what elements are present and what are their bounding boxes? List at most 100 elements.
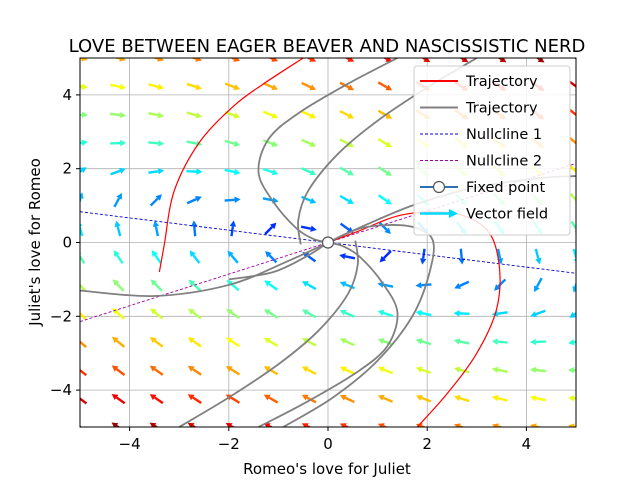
vector-arrow-shaft — [344, 368, 355, 375]
vector-arrow-shaft — [80, 311, 87, 320]
vector-arrow-head — [187, 337, 195, 344]
vector-arrow-head — [188, 308, 195, 315]
vector-arrow-head — [347, 58, 355, 62]
vector-arrow-shaft — [230, 311, 240, 320]
vector-arrow-head — [415, 394, 423, 401]
vector-arrow-shaft — [344, 396, 355, 404]
vector-arrow-head — [119, 83, 126, 90]
vector-arrow-head — [530, 395, 537, 402]
vector-arrow-shaft — [497, 311, 508, 315]
vector-arrow-shaft — [421, 311, 432, 317]
vector-arrow-head — [271, 112, 279, 119]
vector-arrow-shaft — [115, 396, 126, 405]
vector-arrow-shaft — [262, 167, 274, 174]
vector-arrow-shaft — [306, 368, 317, 376]
vector-arrow-head — [195, 83, 203, 91]
vector-arrow-head — [271, 58, 279, 62]
vector-arrow-head — [191, 220, 198, 227]
vector-arrow-head — [309, 112, 317, 119]
y-axis-label: Juliet's love for Romeo — [26, 158, 44, 327]
legend-label: Fixed point — [466, 180, 545, 196]
vector-arrow-shaft — [110, 112, 121, 117]
vector-arrow-head — [537, 58, 545, 63]
vector-arrow-shaft — [113, 197, 121, 208]
vector-arrow-head — [568, 366, 575, 374]
vector-arrow-head — [188, 279, 196, 287]
vector-arrow-shaft — [382, 368, 394, 375]
vector-arrow-shaft — [153, 368, 164, 376]
vector-arrow-head — [568, 395, 575, 402]
trajectory-line — [327, 211, 501, 427]
vector-arrow-head — [227, 250, 234, 258]
vector-arrow-shaft — [186, 198, 197, 205]
vector-arrow-head — [80, 192, 84, 199]
vector-arrow-shaft — [262, 82, 274, 89]
vector-arrow-shaft — [339, 194, 350, 202]
vector-arrow-head — [187, 422, 195, 427]
vector-arrow-shaft — [301, 195, 312, 202]
vector-arrow-head — [233, 168, 241, 176]
vector-arrow-shaft — [116, 254, 124, 264]
vector-arrow-shaft — [344, 283, 355, 290]
vector-arrow-head — [187, 394, 195, 401]
vector-arrow-head — [149, 394, 157, 401]
vector-arrow-shaft — [339, 109, 350, 117]
x-tick-label: 0 — [323, 435, 333, 453]
vector-arrow-head — [263, 394, 271, 401]
vector-arrow-shaft — [148, 141, 159, 145]
vector-arrow-head — [415, 366, 423, 373]
vector-arrow-head — [233, 84, 241, 91]
vector-arrow-head — [377, 394, 385, 401]
vector-arrow-shaft — [148, 83, 159, 89]
vector-arrow-head — [229, 220, 237, 227]
vector-arrow-shaft — [301, 81, 312, 89]
y-tick-label: 4 — [62, 86, 72, 104]
vector-arrow-head — [116, 192, 122, 200]
vector-arrow-shaft — [535, 397, 546, 402]
x-axis-label: Romeo's love for Juliet — [243, 460, 411, 478]
vector-arrow-shaft — [268, 396, 279, 404]
vector-arrow-shaft — [535, 309, 546, 316]
vector-arrow-shaft — [148, 170, 159, 174]
vector-arrow-shaft — [224, 139, 235, 145]
vector-arrow-head — [157, 58, 164, 62]
vector-arrow-head — [301, 423, 309, 427]
vector-arrow-head — [301, 281, 309, 287]
vector-arrow-shaft — [148, 112, 159, 117]
vector-arrow-head — [301, 338, 309, 344]
vector-arrow-head — [119, 111, 127, 119]
vector-arrow-head — [453, 310, 460, 317]
vector-arrow-shaft — [154, 311, 164, 320]
vector-arrow-shaft — [382, 311, 394, 318]
vector-arrow-shaft — [262, 110, 274, 117]
vector-arrow-head — [80, 167, 87, 174]
vector-arrow-shaft — [115, 311, 125, 320]
vector-arrow-shaft — [80, 340, 87, 348]
vector-arrow-shaft — [339, 166, 350, 174]
vector-arrow-head — [310, 225, 317, 232]
x-tick-label: 4 — [522, 435, 532, 453]
vector-arrow-shaft — [224, 168, 235, 174]
vector-arrow-shaft — [230, 396, 241, 404]
vector-arrow-head — [385, 84, 393, 91]
vector-arrow-shaft — [569, 137, 576, 145]
vector-arrow-head — [347, 141, 355, 147]
vector-arrow-head — [529, 366, 537, 374]
nullcline-line — [80, 211, 576, 274]
vector-arrow-head — [113, 250, 120, 257]
vector-arrow-shaft — [497, 396, 508, 402]
trajectory-line — [258, 241, 399, 427]
vector-arrow-shaft — [344, 339, 355, 347]
vector-arrow-head — [309, 141, 317, 147]
vector-arrow-shaft — [153, 396, 164, 405]
vector-arrow-shaft — [192, 339, 202, 348]
vector-arrow-shaft — [421, 248, 426, 259]
vector-arrow-head — [530, 311, 538, 318]
vector-arrow-head — [189, 250, 196, 258]
vector-arrow-shaft — [110, 83, 121, 88]
vector-arrow-head — [385, 169, 392, 176]
vector-arrow-head — [150, 308, 157, 315]
vector-arrow-shaft — [306, 339, 317, 347]
vector-arrow-head — [81, 83, 88, 90]
vector-arrow-head — [492, 423, 499, 427]
